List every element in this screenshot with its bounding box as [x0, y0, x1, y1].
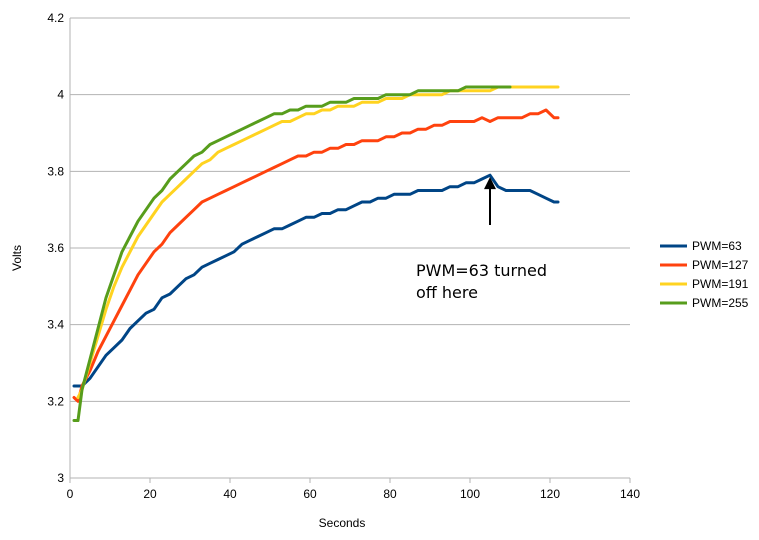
x-tick-label: 60 [303, 487, 317, 501]
x-tick-label: 140 [620, 487, 640, 501]
y-tick-label: 3 [57, 471, 64, 485]
gridlines [70, 17, 630, 479]
series-line-pwm-127 [72, 108, 560, 403]
series-line-pwm-191 [76, 85, 560, 399]
series-line-pwm-255 [72, 85, 512, 422]
legend-label: PWM=63 [692, 239, 742, 253]
x-tick-label: 0 [67, 487, 74, 501]
legend-label: PWM=127 [692, 258, 749, 272]
y-tick-label: 4.2 [47, 11, 64, 25]
annotation: PWM=63 turned off here [416, 177, 547, 302]
series-line-pwm-63 [72, 173, 560, 388]
x-tick-label: 40 [223, 487, 237, 501]
y-tick-label: 3.2 [47, 394, 64, 408]
legend-label: PWM=255 [692, 296, 749, 310]
y-tick-label: 4 [57, 88, 64, 102]
legend-label: PWM=191 [692, 277, 749, 291]
annotation-line-2: off here [416, 283, 478, 302]
y-axis-title: Volts [10, 245, 24, 271]
x-tick-label: 100 [460, 487, 480, 501]
y-tick-label: 3.4 [47, 318, 64, 332]
y-tick-label: 3.8 [47, 164, 64, 178]
annotation-line-1: PWM=63 turned [416, 261, 547, 280]
annotation-arrowhead [484, 177, 496, 190]
series-lines [72, 85, 560, 422]
x-tick-label: 120 [540, 487, 560, 501]
tick-labels: 3 3.2 3.4 3.6 3.8 4 4.2 0 20 40 60 80 100 120 140 [47, 11, 640, 501]
y-tick-label: 3.6 [47, 241, 64, 255]
legend: PWM=63 PWM=127 PWM=191 PWM=255 [660, 239, 749, 310]
x-tick-label: 20 [143, 487, 157, 501]
x-tick-label: 80 [383, 487, 397, 501]
axes [69, 18, 631, 483]
x-axis-title: Seconds [319, 516, 366, 530]
